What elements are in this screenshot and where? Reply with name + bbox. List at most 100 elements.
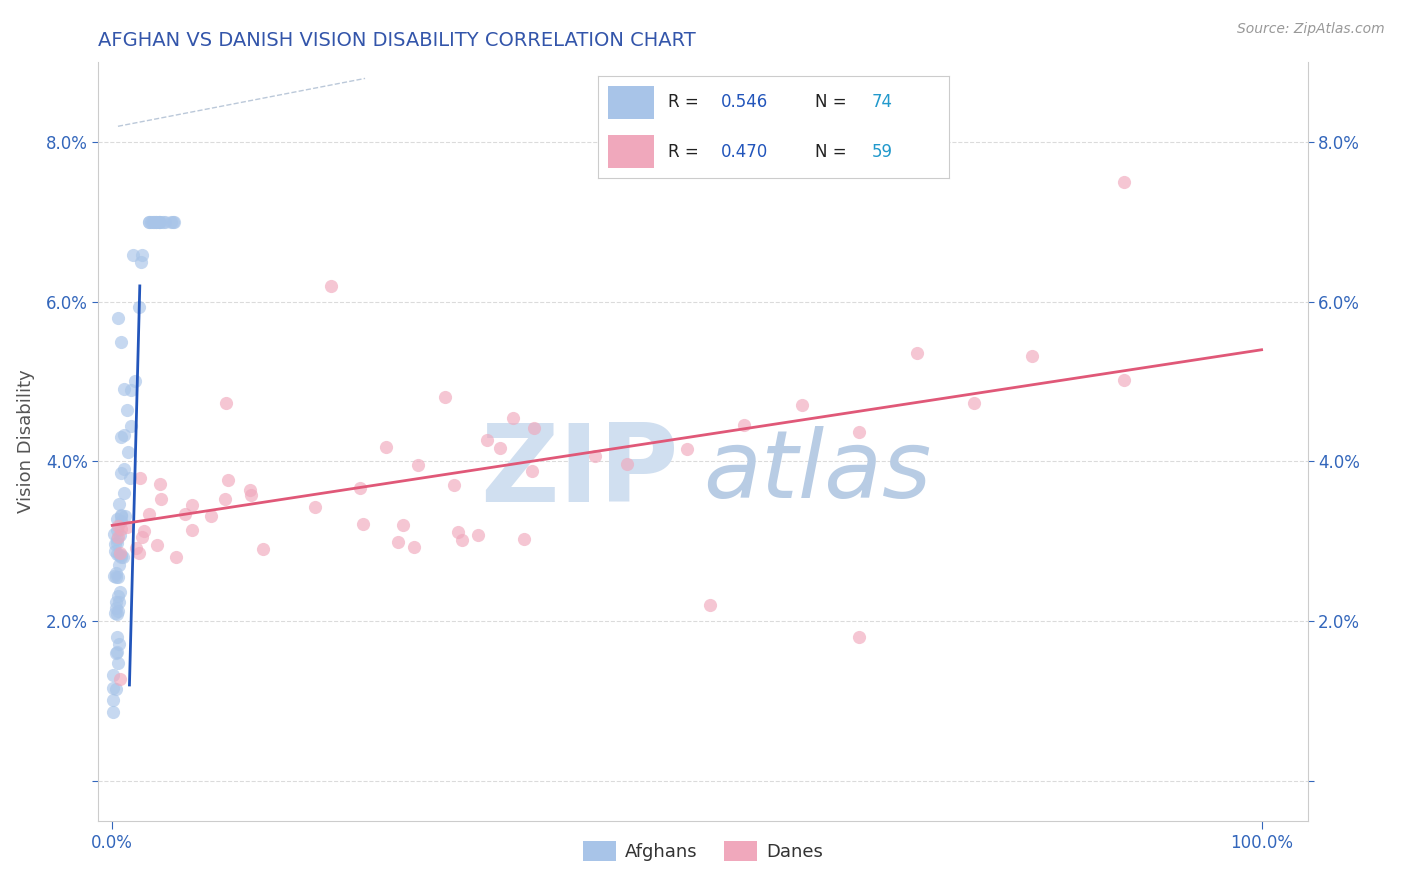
Point: [467, 528, 489, 542]
Point: [105, 532, 128, 546]
Point: [128, 300, 150, 314]
Point: [104, 646, 127, 660]
Text: 74: 74: [872, 94, 893, 112]
Point: [131, 530, 153, 544]
Point: [105, 607, 128, 621]
FancyBboxPatch shape: [607, 87, 654, 119]
Point: [434, 390, 457, 404]
Point: [104, 606, 127, 620]
Point: [103, 692, 125, 706]
Point: [129, 255, 152, 269]
Point: [104, 681, 127, 696]
Point: [105, 535, 128, 549]
Point: [214, 491, 236, 506]
Point: [131, 248, 153, 262]
Text: R =: R =: [668, 143, 704, 161]
Point: [963, 396, 986, 410]
Point: [124, 375, 146, 389]
Point: [118, 470, 141, 484]
Point: [105, 595, 128, 609]
Point: [152, 215, 174, 229]
Point: [402, 540, 425, 554]
Point: [502, 411, 524, 425]
Point: [114, 509, 136, 524]
Point: [107, 549, 129, 563]
Point: [475, 434, 498, 448]
Point: [447, 524, 470, 539]
Point: [142, 215, 165, 229]
Point: [375, 441, 398, 455]
Point: [150, 492, 173, 507]
Point: [105, 547, 128, 561]
Point: [148, 215, 170, 229]
Point: [103, 667, 125, 681]
Text: 0.546: 0.546: [721, 94, 768, 112]
Point: [1112, 373, 1135, 387]
Point: [387, 534, 409, 549]
Point: [103, 527, 125, 541]
Point: [120, 419, 142, 434]
Point: [349, 481, 371, 495]
Point: [252, 542, 274, 557]
Point: [128, 546, 150, 560]
Point: [523, 421, 546, 435]
Point: [112, 486, 135, 500]
Legend: Afghans, Danes: Afghans, Danes: [576, 834, 830, 869]
Point: [848, 630, 870, 644]
Point: [352, 516, 374, 531]
Point: [905, 346, 928, 360]
Text: Source: ZipAtlas.com: Source: ZipAtlas.com: [1237, 22, 1385, 37]
Point: [141, 215, 163, 229]
Text: 59: 59: [872, 143, 893, 161]
Point: [117, 520, 139, 534]
Point: [129, 471, 152, 485]
Point: [214, 395, 236, 409]
Point: [406, 458, 429, 473]
Text: R =: R =: [668, 94, 704, 112]
Point: [676, 442, 699, 457]
Point: [733, 418, 755, 433]
Point: [108, 546, 131, 560]
Point: [105, 601, 128, 615]
Point: [200, 509, 222, 524]
Point: [108, 497, 131, 511]
Point: [149, 215, 172, 229]
Point: [107, 590, 129, 604]
Text: atlas: atlas: [703, 426, 931, 517]
Point: [108, 636, 131, 650]
Point: [112, 461, 135, 475]
Point: [391, 517, 413, 532]
Point: [155, 215, 177, 229]
Point: [174, 507, 197, 521]
Point: [146, 538, 169, 552]
Point: [513, 532, 536, 546]
Point: [217, 473, 239, 487]
Point: [145, 215, 167, 229]
Point: [111, 549, 134, 564]
Point: [450, 533, 472, 547]
Point: [165, 550, 187, 565]
Point: [112, 427, 135, 442]
Point: [162, 215, 184, 229]
Point: [104, 537, 127, 551]
Point: [319, 279, 342, 293]
Point: [105, 523, 128, 537]
Point: [108, 584, 131, 599]
Point: [105, 511, 128, 525]
Point: [108, 595, 131, 609]
Point: [489, 442, 512, 456]
Point: [239, 483, 262, 498]
Point: [138, 215, 160, 229]
Point: [181, 498, 204, 512]
Point: [583, 449, 606, 463]
Point: [616, 457, 638, 471]
Point: [699, 598, 721, 612]
Point: [138, 507, 160, 521]
Point: [790, 398, 813, 412]
FancyBboxPatch shape: [607, 136, 654, 168]
Point: [103, 705, 125, 719]
Point: [107, 630, 129, 644]
Point: [132, 524, 155, 538]
Text: ZIP: ZIP: [481, 419, 679, 524]
Point: [107, 519, 129, 533]
